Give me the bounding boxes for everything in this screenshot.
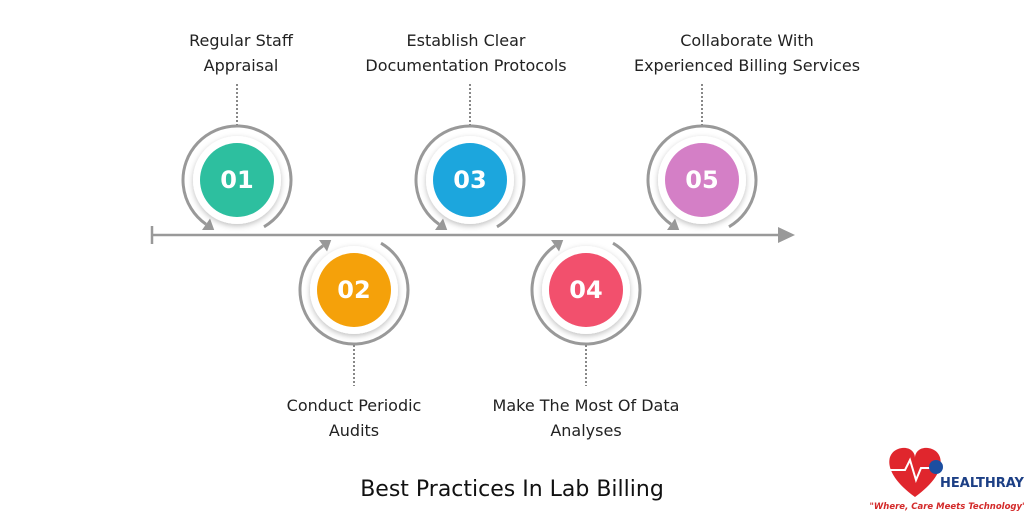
timeline-arrow — [778, 227, 795, 243]
step-label: Appraisal — [204, 56, 279, 75]
title: Best Practices In Lab Billing — [360, 477, 664, 502]
step-ring — [414, 124, 526, 229]
step-circle — [549, 253, 623, 327]
step-circle — [200, 143, 274, 217]
step-circle — [433, 143, 507, 217]
logo-heart — [889, 447, 941, 497]
step-ring — [181, 124, 293, 229]
step-arrow — [435, 218, 448, 230]
step-label: Collaborate With — [680, 31, 814, 50]
step-number: 04 — [569, 276, 602, 304]
step-label: Analyses — [550, 421, 621, 440]
logo-dot — [929, 460, 943, 474]
step-ring — [530, 241, 642, 346]
step-ring — [646, 124, 758, 229]
step-circle — [665, 143, 739, 217]
step-label: Audits — [329, 421, 379, 440]
step-number: 03 — [453, 166, 486, 194]
step-arrow — [551, 240, 564, 252]
step-number: 05 — [685, 166, 718, 194]
logo: HEALTHRAY "Where, Care Meets Technology" — [870, 447, 1024, 512]
step-label: Documentation Protocols — [365, 56, 566, 75]
step-label: Experienced Billing Services — [634, 56, 860, 75]
step-label: Regular Staff — [189, 31, 294, 50]
logo-tagline: "Where, Care Meets Technology" — [870, 502, 1024, 512]
logo-brand: HEALTHRAY — [940, 476, 1024, 491]
step-arrow — [667, 218, 680, 230]
step-ring — [298, 241, 410, 346]
logo-pulse — [890, 457, 960, 483]
step-circle — [317, 253, 391, 327]
step-label: Conduct Periodic — [287, 396, 422, 415]
step-arrow — [319, 240, 332, 252]
step-number: 02 — [337, 276, 370, 304]
step-label: Make The Most Of Data — [493, 396, 680, 415]
step-number: 01 — [220, 166, 253, 194]
steps: 01 Regular Staff Appraisal 02 Conduct Period… — [181, 31, 860, 440]
step-arrow — [202, 218, 215, 230]
step-label: Establish Clear — [407, 31, 526, 50]
